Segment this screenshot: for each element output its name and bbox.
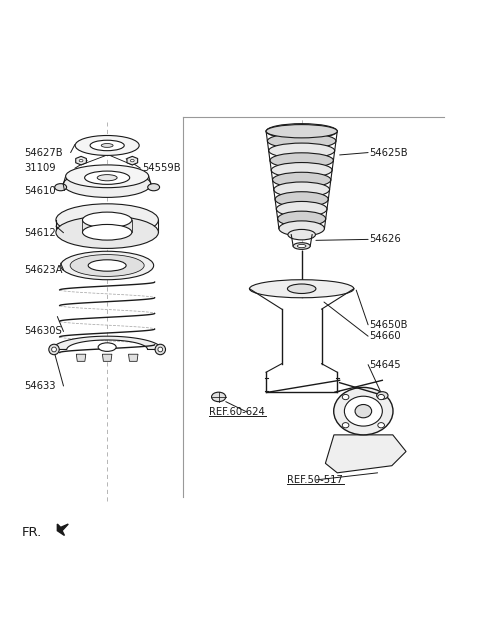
Text: 54623A: 54623A (24, 265, 62, 275)
Text: 54660: 54660 (370, 331, 401, 341)
Text: 54633: 54633 (24, 381, 56, 391)
Ellipse shape (212, 392, 226, 402)
Ellipse shape (378, 394, 384, 400)
Ellipse shape (83, 212, 132, 228)
Ellipse shape (276, 202, 327, 216)
Ellipse shape (131, 159, 134, 162)
Ellipse shape (155, 344, 166, 354)
Ellipse shape (63, 171, 151, 197)
Ellipse shape (70, 255, 144, 277)
Text: REF.60-624: REF.60-624 (209, 407, 265, 417)
Ellipse shape (55, 184, 67, 191)
Ellipse shape (158, 347, 163, 352)
Ellipse shape (270, 153, 334, 168)
Ellipse shape (267, 134, 336, 148)
Text: 54625B: 54625B (370, 148, 408, 157)
Ellipse shape (273, 172, 331, 187)
Ellipse shape (88, 260, 126, 271)
Ellipse shape (334, 387, 393, 435)
Ellipse shape (269, 143, 335, 159)
Ellipse shape (342, 394, 349, 400)
Text: 54612: 54612 (24, 228, 56, 238)
Polygon shape (57, 524, 68, 535)
Text: 54627B: 54627B (24, 148, 63, 157)
Ellipse shape (271, 162, 332, 178)
Text: FR.: FR. (22, 526, 42, 539)
Text: 54630S: 54630S (24, 326, 62, 336)
Ellipse shape (266, 124, 337, 139)
Ellipse shape (298, 245, 306, 248)
Text: 54626: 54626 (370, 234, 401, 245)
Ellipse shape (293, 243, 310, 249)
Polygon shape (76, 354, 86, 361)
Ellipse shape (250, 280, 354, 298)
Ellipse shape (378, 422, 384, 428)
Polygon shape (76, 157, 86, 165)
Polygon shape (127, 157, 138, 165)
Ellipse shape (148, 184, 159, 191)
Ellipse shape (49, 344, 59, 354)
Ellipse shape (344, 396, 383, 426)
Ellipse shape (79, 159, 83, 162)
Ellipse shape (277, 211, 326, 227)
Ellipse shape (274, 182, 330, 197)
Text: 54645: 54645 (370, 360, 401, 370)
Ellipse shape (56, 204, 158, 236)
Text: 31109: 31109 (24, 163, 56, 173)
Ellipse shape (279, 221, 324, 236)
Ellipse shape (275, 192, 328, 207)
Ellipse shape (66, 165, 149, 187)
Ellipse shape (377, 392, 388, 399)
Ellipse shape (342, 422, 349, 428)
Polygon shape (325, 435, 406, 473)
Ellipse shape (98, 343, 116, 351)
Text: 54610: 54610 (24, 186, 56, 196)
Ellipse shape (288, 284, 316, 293)
Ellipse shape (266, 125, 337, 138)
Text: 54650B: 54650B (370, 320, 408, 330)
Text: REF.50-517: REF.50-517 (288, 475, 343, 485)
Ellipse shape (83, 225, 132, 240)
Polygon shape (53, 336, 162, 349)
Ellipse shape (52, 347, 56, 352)
Ellipse shape (60, 251, 154, 280)
Ellipse shape (101, 144, 113, 148)
Ellipse shape (56, 216, 158, 248)
Polygon shape (102, 354, 112, 361)
Text: 54559B: 54559B (142, 163, 180, 173)
Ellipse shape (97, 175, 117, 181)
Ellipse shape (355, 404, 372, 418)
Ellipse shape (288, 229, 315, 240)
Ellipse shape (84, 171, 130, 184)
Ellipse shape (90, 140, 124, 151)
Polygon shape (129, 354, 138, 361)
Ellipse shape (75, 135, 139, 155)
